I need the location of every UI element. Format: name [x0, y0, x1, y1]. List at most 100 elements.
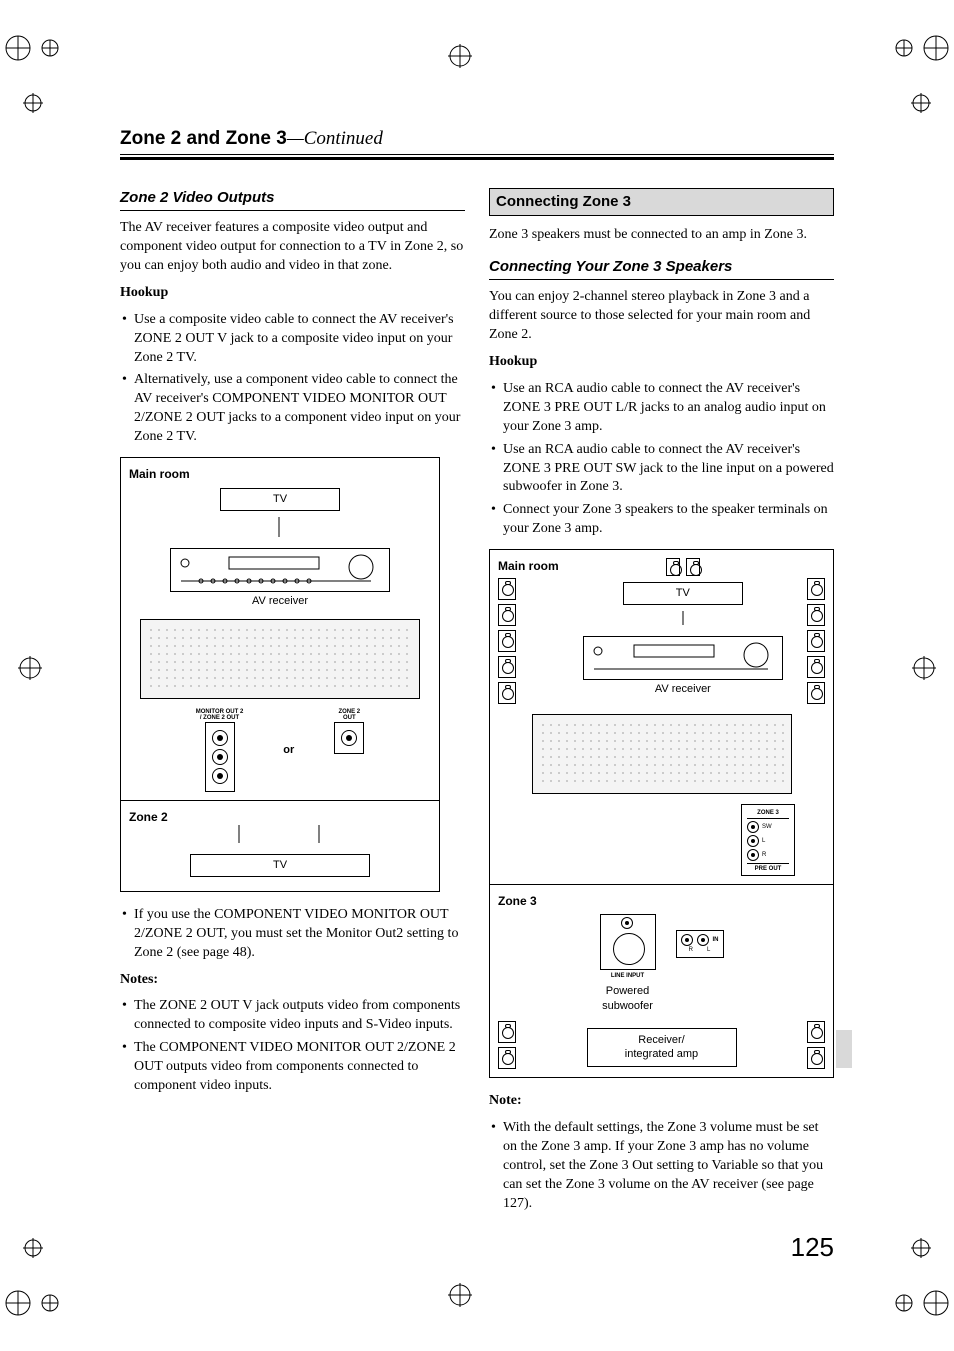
line-input-label: LINE INPUT — [600, 972, 656, 980]
amp-input-jacks: IN R L — [676, 930, 724, 958]
after-diagram-list: If you use the COMPONENT VIDEO MONITOR O… — [120, 906, 465, 963]
right-heading: Connecting Your Zone 3 Speakers — [489, 257, 834, 280]
section-bar: Connecting Zone 3 — [489, 188, 834, 216]
zone2-out-jack: ZONE 2 OUT — [334, 709, 364, 792]
tv-box-r: TV — [623, 582, 743, 605]
left-heading: Zone 2 Video Outputs — [120, 188, 465, 211]
crop-mark-icon — [440, 36, 480, 76]
left-column: Zone 2 Video Outputs The AV receiver fea… — [120, 188, 465, 1222]
speaker-icon — [498, 578, 516, 600]
speaker-icon — [498, 656, 516, 678]
section-intro: Zone 3 speakers must be connected to an … — [489, 226, 834, 245]
amp-box: Receiver/ integrated amp — [587, 1028, 737, 1068]
notes-label: Notes: — [120, 971, 465, 990]
right-column: Connecting Zone 3 Zone 3 speakers must b… — [489, 188, 834, 1222]
right-intro: You can enjoy 2-channel stereo playback … — [489, 288, 834, 345]
receiver-back-panel-r — [532, 714, 792, 794]
page-content: Zone 2 and Zone 3—Continued Zone 2 Video… — [120, 128, 834, 1222]
receiver-front-r — [583, 636, 783, 680]
powered-sub-label: Powered subwoofer — [600, 984, 656, 1014]
speaker-icon — [807, 604, 825, 626]
or-label: or — [283, 743, 294, 758]
list-item: Use a composite video cable to connect t… — [120, 311, 465, 368]
crop-mark-icon — [4, 34, 64, 94]
list-item: The ZONE 2 OUT V jack outputs video from… — [120, 997, 465, 1035]
left-hookup-list: Use a composite video cable to connect t… — [120, 311, 465, 447]
crop-mark-icon — [4, 1257, 64, 1317]
jack-label-left: MONITOR OUT 2 / ZONE 2 OUT — [196, 709, 244, 722]
crop-mark-icon — [18, 88, 48, 118]
left-speakers — [498, 578, 559, 704]
right-notes-list: With the default settings, the Zone 3 vo… — [489, 1119, 834, 1213]
list-item: The COMPONENT VIDEO MONITOR OUT 2/ZONE 2… — [120, 1039, 465, 1096]
crop-mark-icon — [906, 88, 936, 118]
note-label: Note: — [489, 1092, 834, 1111]
crop-mark-icon — [890, 34, 950, 94]
speaker-icon — [498, 682, 516, 704]
zone3-jack-title: ZONE 3 — [747, 809, 789, 819]
wire-icon — [583, 611, 783, 625]
zone3-preout-jacks: ZONE 3 SW L R PRE OUT — [741, 804, 795, 876]
crop-mark-icon — [10, 648, 50, 688]
zone3-right-speakers — [807, 1021, 825, 1069]
left-hookup-label: Hookup — [120, 284, 465, 303]
amp-in-label: IN — [713, 936, 719, 944]
l-label: L — [762, 837, 765, 845]
page-number: 125 — [791, 1232, 834, 1263]
main-room-label: Main room — [129, 466, 431, 482]
connector-row: MONITOR OUT 2 / ZONE 2 OUT or ZONE 2 OUT — [129, 709, 431, 792]
left-notes-list: The ZONE 2 OUT V jack outputs video from… — [120, 997, 465, 1095]
speaker-icon — [807, 682, 825, 704]
left-intro: The AV receiver features a composite vid… — [120, 219, 465, 276]
jack-label-right: ZONE 2 OUT — [334, 709, 364, 722]
zone3-label: Zone 3 — [498, 893, 825, 909]
list-item: Alternatively, use a component video cab… — [120, 371, 465, 447]
speaker-icon — [807, 578, 825, 600]
right-hookup-label: Hookup — [489, 353, 834, 372]
preout-label: PRE OUT — [747, 863, 789, 873]
av-receiver-label: AV receiver — [129, 594, 431, 609]
wire-icon — [129, 825, 429, 843]
speaker-icon — [498, 1047, 516, 1069]
receiver-back-panel — [140, 619, 420, 699]
crop-mark-icon — [904, 648, 944, 688]
r-label: R — [762, 851, 766, 859]
zone2-label: Zone 2 — [129, 809, 431, 825]
speaker-icon — [498, 604, 516, 626]
tv-box: TV — [220, 488, 340, 511]
zone3-left-speakers — [498, 1021, 516, 1069]
list-item: With the default settings, the Zone 3 vo… — [489, 1119, 834, 1213]
right-speakers — [807, 578, 825, 704]
speaker-icon — [498, 1021, 516, 1043]
main-room-label-r: Main room — [498, 558, 559, 574]
speaker-icon — [807, 630, 825, 652]
header-title: Zone 2 and Zone 3 — [120, 128, 287, 149]
page-header: Zone 2 and Zone 3—Continued — [120, 128, 834, 160]
amp-l-label: L — [707, 946, 710, 954]
list-item: Use an RCA audio cable to connect the AV… — [489, 441, 834, 498]
left-diagram: Main room TV — [120, 457, 440, 892]
receiver-front — [170, 548, 390, 592]
columns: Zone 2 Video Outputs The AV receiver fea… — [120, 188, 834, 1222]
subwoofer-icon — [600, 914, 656, 970]
crop-mark-icon — [890, 1257, 950, 1317]
right-hookup-list: Use an RCA audio cable to connect the AV… — [489, 380, 834, 539]
sw-label: SW — [762, 823, 772, 831]
speaker-icon — [807, 1021, 825, 1043]
side-tab — [836, 1030, 852, 1068]
list-item: Connect your Zone 3 speakers to the spea… — [489, 501, 834, 539]
header-suffix: —Continued — [287, 128, 383, 149]
av-receiver-label-r: AV receiver — [559, 682, 807, 697]
list-item: Use an RCA audio cable to connect the AV… — [489, 380, 834, 437]
list-item: If you use the COMPONENT VIDEO MONITOR O… — [120, 906, 465, 963]
speaker-icon — [686, 558, 700, 576]
right-diagram: Main room — [489, 549, 834, 1078]
crop-mark-icon — [440, 1275, 480, 1315]
crop-mark-icon — [18, 1233, 48, 1263]
speaker-icon — [666, 558, 680, 576]
speaker-icon — [807, 1047, 825, 1069]
component-out-jacks: MONITOR OUT 2 / ZONE 2 OUT — [196, 709, 244, 792]
zone2-tv-box: TV — [190, 854, 370, 877]
speaker-icon — [807, 656, 825, 678]
wire-icon — [129, 517, 429, 537]
